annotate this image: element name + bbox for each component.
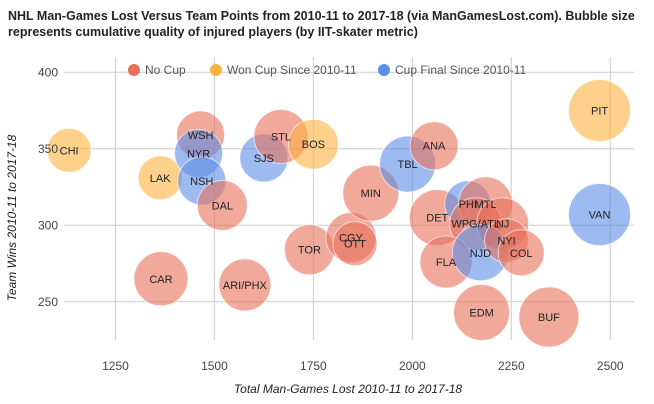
x-tick-label: 1500 — [201, 359, 228, 373]
bubble-pit — [568, 79, 632, 143]
bubble-label: MTL — [475, 199, 497, 211]
bubble-label: LAK — [150, 173, 171, 185]
x-tick-label: 1250 — [102, 359, 129, 373]
legend-label: No Cup — [145, 63, 186, 77]
bubble-labels: CHI LAK CAR WSH NYR NSH DAL ARI/PHX SJS STL BOS TOR… — [60, 106, 611, 325]
legend-swatch — [210, 64, 222, 76]
legend-swatch — [378, 64, 390, 76]
bubble-label: CAR — [149, 274, 172, 286]
bubble-label: TBL — [397, 159, 417, 171]
bubble-col — [497, 229, 545, 277]
bubble-ott — [332, 221, 378, 267]
bubble-label: CGY — [339, 233, 364, 245]
bubble-label: FLA — [436, 257, 457, 269]
bubble-label: NYR — [187, 148, 210, 160]
axis-ticks: 250 300 350 400 1250 1500 1750 2000 2250 2500 — [38, 65, 624, 373]
bubble-label: CHI — [60, 145, 79, 157]
bubble-label: NJD — [470, 248, 491, 260]
bubble-bos — [287, 118, 339, 170]
bubble-label: ARI/PHX — [223, 280, 268, 292]
y-axis-title: Team Wins 2010-11 to 2017-18 — [5, 134, 19, 301]
bubble-label: NJ — [496, 219, 509, 231]
bubble-label: MIN — [361, 188, 381, 200]
y-tick-label: 250 — [38, 295, 58, 309]
legend-swatch — [128, 64, 140, 76]
bubble-ana — [409, 121, 459, 171]
bubble-label: PHI — [459, 199, 477, 211]
bubble-label: BUF — [538, 312, 560, 324]
legend: No Cup Won Cup Since 2010-11 Cup Final Sin… — [128, 63, 527, 77]
legend-label: Won Cup Since 2010-11 — [227, 63, 357, 77]
bubble-label: BOS — [302, 139, 325, 151]
bubble-label: WSH — [188, 130, 214, 142]
y-tick-label: 350 — [38, 142, 58, 156]
bubble-label: DAL — [212, 200, 233, 212]
bubble-label: VAN — [589, 210, 611, 222]
bubbles — [46, 79, 632, 348]
bubble-label: SJS — [254, 153, 274, 165]
bubble-label: OTT — [344, 239, 366, 251]
bubble-van — [568, 183, 632, 247]
bubble-label: DET — [426, 213, 448, 225]
bubble-car — [133, 251, 189, 307]
x-tick-label: 2500 — [597, 359, 624, 373]
y-tick-label: 400 — [38, 65, 58, 79]
bubble-label: TOR — [298, 245, 321, 257]
x-tick-label: 2250 — [498, 359, 525, 373]
legend-label: Cup Final Since 2010-11 — [395, 63, 527, 77]
x-axis-title: Total Man-Games Lost 2010-11 to 2017-18 — [234, 382, 462, 396]
bubble-label: COL — [510, 248, 533, 260]
bubble-label: PIT — [591, 106, 608, 118]
bubble-label: WPG/ATL — [451, 219, 500, 231]
bubble-label: ANA — [423, 141, 446, 153]
bubble-dal — [196, 179, 248, 231]
chart-title: NHL Man-Games Lost Versus Team Points fr… — [8, 9, 635, 39]
bubble-edm — [453, 283, 511, 341]
bubble-label: NYI — [497, 236, 515, 248]
bubble-buf — [518, 286, 580, 348]
x-tick-label: 2000 — [399, 359, 426, 373]
bubble-label: NSH — [190, 176, 213, 188]
y-tick-label: 300 — [38, 218, 58, 232]
bubble-label: EDM — [469, 307, 493, 319]
x-tick-label: 1750 — [300, 359, 327, 373]
bubble-ari-phx — [218, 258, 272, 312]
bubble-label: STL — [271, 132, 291, 144]
bubble-chi — [46, 127, 92, 173]
